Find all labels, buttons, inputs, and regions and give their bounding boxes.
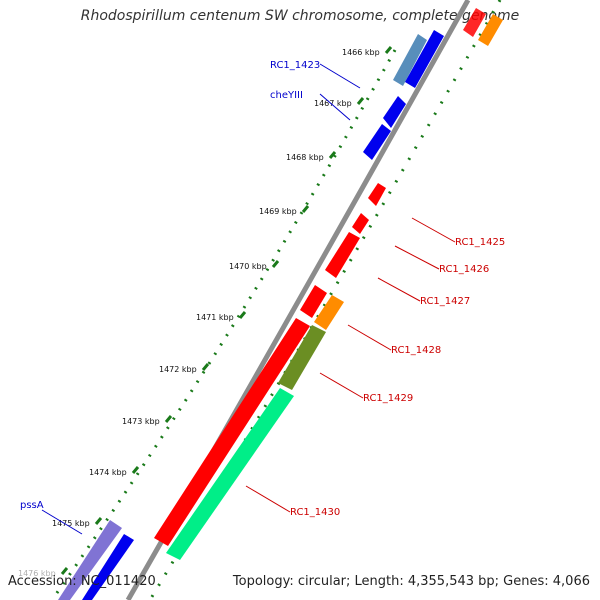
gene-rc1-1423-block[interactable] [393, 34, 427, 86]
gene-label[interactable]: RC1_1429 [363, 393, 413, 404]
scale-label: 1471 kbp [196, 313, 234, 322]
gene-rc1-1425-block[interactable] [368, 183, 386, 206]
scale-labels: 1466 kbp 1467 kbp 1468 kbp 1469 kbp 1470 kbp… [18, 48, 380, 578]
scale-label: 1469 kbp [259, 207, 297, 216]
gene-rc1-1429-block[interactable] [278, 325, 326, 390]
gene-red-mid-block[interactable] [262, 320, 306, 380]
gene-labels: RC1_1423 cheYIII RC1_1425 RC1_1426 RC1_1427 R… [20, 60, 505, 518]
gene-leader-line [319, 63, 361, 89]
scale-tick [271, 260, 280, 268]
scale-ticks [60, 46, 393, 575]
accession-text: Accession: NC_011420 [8, 574, 156, 589]
scale-label: 1473 kbp [122, 417, 160, 426]
scale-tick [356, 97, 365, 105]
gene-label[interactable]: RC1_1425 [455, 237, 505, 248]
scale-tick [94, 517, 103, 525]
gene-leader-line [347, 324, 392, 351]
scale-label: 1475 kbp [52, 519, 90, 528]
gene-leader-line [245, 485, 291, 513]
scale-label: 1472 kbp [159, 365, 197, 374]
gene-leader-line [411, 217, 456, 243]
scale-label: 1466 kbp [342, 48, 380, 57]
gene-leader-line [377, 277, 421, 302]
gene-cheyiii-block[interactable] [383, 96, 406, 128]
outer-tick-track [50, 49, 397, 600]
gene-label[interactable]: pssA [20, 500, 44, 511]
scale-label: 1470 kbp [229, 262, 267, 271]
scale-tick [60, 567, 69, 575]
gene-leader-line [394, 245, 440, 270]
scale-label: 1476 kbp [18, 569, 56, 578]
gene-top-red-block[interactable] [463, 8, 486, 37]
gene-label[interactable]: RC1_1423 [270, 60, 320, 71]
gene-rc1-1428-block[interactable] [314, 295, 344, 330]
gene-leader-line [319, 93, 351, 121]
gene-features [58, 8, 503, 600]
gene-rc1-1430-block[interactable] [166, 388, 294, 560]
scale-tick [131, 466, 140, 474]
gene-rc1-1424-block[interactable] [405, 30, 444, 88]
scale-tick [164, 415, 173, 423]
gene-label-leaders [41, 63, 456, 535]
gene-blue-bottom-block[interactable] [82, 534, 134, 600]
scale-label: 1468 kbp [286, 153, 324, 162]
gene-pssa-block[interactable] [58, 520, 122, 600]
gene-top-orange-block[interactable] [478, 14, 503, 46]
scale-tick [384, 46, 393, 54]
map-title: Rhodospirillum centenum SW chromosome, c… [80, 8, 520, 24]
scale-label: 1467 kbp [314, 99, 352, 108]
gene-label[interactable]: RC1_1427 [420, 296, 470, 307]
scale-tick [328, 151, 337, 159]
scale-tick [238, 311, 247, 319]
gene-rc1-1426-block[interactable] [352, 213, 369, 234]
scale-tick [301, 205, 310, 213]
topology-text: Topology: circular; Length: 4,355,543 bp… [232, 574, 590, 589]
gene-label[interactable]: RC1_1430 [290, 507, 340, 518]
gene-leader-line [319, 372, 364, 399]
gene-label[interactable]: RC1_1428 [391, 345, 441, 356]
gene-leader-line [41, 509, 83, 535]
gene-rc1-1427-block[interactable] [325, 232, 360, 278]
scale-tick [201, 363, 210, 371]
scale-label: 1474 kbp [89, 468, 127, 477]
gene-label[interactable]: RC1_1426 [439, 264, 489, 275]
gene-label[interactable]: cheYIII [270, 90, 303, 101]
gene-blue-2-block[interactable] [363, 124, 391, 160]
gene-red-small-block[interactable] [300, 285, 327, 318]
